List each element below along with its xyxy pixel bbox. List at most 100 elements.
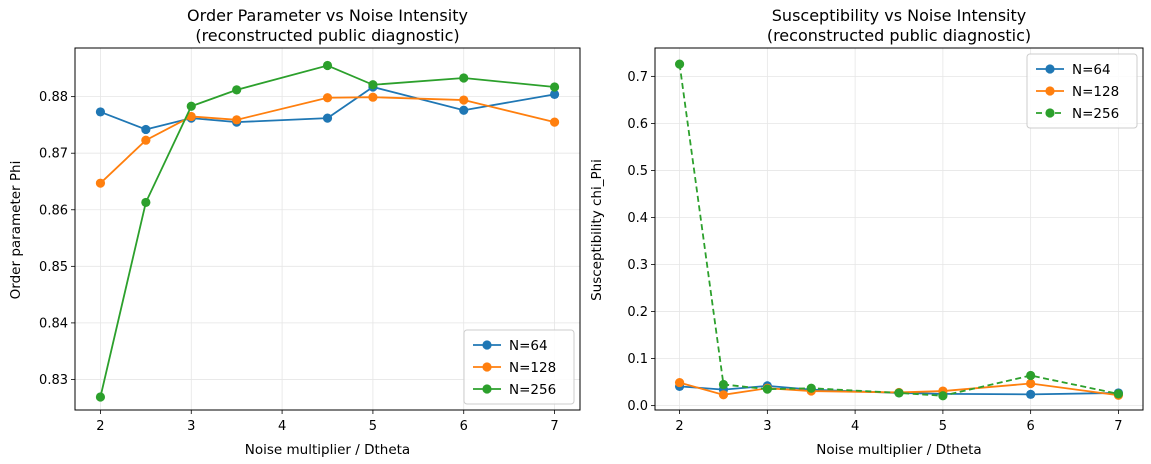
chart-title: Susceptibility vs Noise Intensity — [772, 6, 1026, 25]
y-tick-label: 0.85 — [39, 260, 68, 275]
legend-label: N=64 — [1072, 62, 1111, 78]
data-point — [549, 117, 560, 127]
chart-subtitle: (reconstructed public diagnostic) — [195, 26, 459, 45]
x-tick-label: 5 — [939, 419, 947, 434]
y-tick-label: 0.6 — [627, 117, 648, 132]
x-tick: 6 — [460, 410, 468, 434]
series-N=256 — [674, 59, 1124, 401]
y-tick: 0.7 — [627, 70, 655, 85]
data-point — [674, 59, 685, 69]
data-point — [95, 178, 106, 188]
y-tick: 0.84 — [39, 316, 75, 331]
data-point — [718, 390, 729, 400]
y-tick-label: 0.0 — [627, 399, 648, 414]
x-tick-label: 6 — [460, 419, 468, 434]
data-point — [141, 197, 151, 208]
x-tick: 3 — [763, 410, 771, 434]
data-point — [232, 115, 242, 125]
y-tick-label: 0.7 — [627, 70, 648, 85]
legend-swatch-marker — [482, 340, 492, 350]
y-tick-label: 0.4 — [627, 211, 648, 226]
y-tick: 0.87 — [39, 147, 75, 162]
data-point — [459, 73, 469, 83]
data-point — [322, 93, 333, 103]
x-axis-label: Noise multiplier / Dtheta — [245, 442, 410, 458]
legend-swatch-marker — [1045, 86, 1055, 96]
legend: N=64 N=128 N=256 — [1026, 53, 1138, 129]
x-tick-label: 5 — [369, 419, 377, 434]
x-tick-label: 4 — [851, 419, 859, 434]
data-point — [894, 388, 904, 398]
legend-entry: N=128 — [473, 360, 556, 376]
legend-entry: N=256 — [473, 382, 556, 398]
y-axis-label: Order parameter Phi — [8, 161, 24, 300]
data-point — [322, 113, 333, 123]
data-point — [718, 379, 729, 390]
x-tick: 2 — [675, 410, 684, 434]
y-tick-label: 0.86 — [39, 203, 68, 218]
data-point — [549, 89, 560, 99]
legend-box — [1026, 53, 1138, 129]
data-point — [549, 82, 560, 92]
y-tick: 0.3 — [627, 258, 655, 273]
x-tick: 4 — [278, 410, 286, 434]
data-point — [95, 107, 106, 117]
data-point — [322, 60, 333, 71]
legend-entry: N=256 — [1036, 106, 1119, 122]
y-tick: 0.85 — [39, 260, 75, 275]
x-tick-label: 7 — [550, 419, 558, 434]
y-tick-label: 0.88 — [39, 90, 68, 105]
x-tick: 2 — [96, 410, 105, 434]
data-point — [368, 80, 378, 90]
chart-subtitle: (reconstructed public diagnostic) — [767, 26, 1031, 45]
y-tick: 0.1 — [627, 352, 655, 367]
data-point — [232, 85, 242, 95]
y-tick: 0.88 — [39, 90, 75, 105]
plot-frame — [74, 47, 581, 411]
legend-label: N=64 — [509, 338, 548, 354]
y-tick: 0.0 — [627, 399, 655, 414]
data-point — [762, 384, 772, 394]
y-tick: 0.86 — [39, 203, 75, 218]
legend-label: N=128 — [509, 360, 556, 376]
data-point — [806, 383, 816, 393]
legend-label: N=256 — [1072, 106, 1119, 122]
x-tick: 5 — [369, 410, 377, 434]
y-tick-label: 0.87 — [39, 147, 68, 162]
x-tick-label: 2 — [675, 419, 683, 434]
series-N=64 — [95, 82, 560, 135]
series-line — [679, 381, 1119, 397]
x-tick: 3 — [187, 410, 195, 434]
x-axis-label: Noise multiplier / Dtheta — [816, 442, 981, 458]
x-tick-label: 7 — [1114, 419, 1122, 434]
x-tick-label: 3 — [187, 419, 195, 434]
data-point — [1026, 389, 1036, 399]
data-point — [368, 92, 378, 102]
legend-swatch-marker — [482, 384, 492, 394]
y-tick: 0.2 — [627, 305, 655, 320]
x-tick-label: 4 — [278, 419, 286, 434]
data-point — [141, 124, 151, 135]
data-point — [1113, 389, 1124, 399]
y-axis-label: Susceptibility chi_Phi — [589, 159, 605, 301]
data-point — [95, 392, 106, 402]
x-tick-label: 3 — [763, 419, 771, 434]
x-tick: 4 — [851, 410, 859, 434]
y-tick-label: 0.84 — [39, 316, 68, 331]
legend-label: N=128 — [1072, 84, 1119, 100]
legend-swatch-marker — [1045, 108, 1055, 118]
y-tick-label: 0.83 — [39, 373, 68, 388]
y-tick: 0.4 — [627, 211, 655, 226]
data-point — [459, 95, 469, 105]
series-N=256 — [95, 60, 560, 402]
series-line — [100, 86, 555, 131]
legend-swatch-marker — [1045, 64, 1055, 74]
legend-entry: N=128 — [1036, 84, 1119, 100]
y-tick-label: 0.5 — [627, 164, 648, 179]
series-line — [99, 64, 555, 398]
susceptibility-chart: Susceptibility vs Noise Intensity (recon… — [589, 6, 1144, 458]
data-point — [186, 111, 196, 122]
series-line — [99, 96, 555, 184]
plot-frame — [654, 47, 1144, 411]
series-N=128 — [95, 92, 560, 188]
